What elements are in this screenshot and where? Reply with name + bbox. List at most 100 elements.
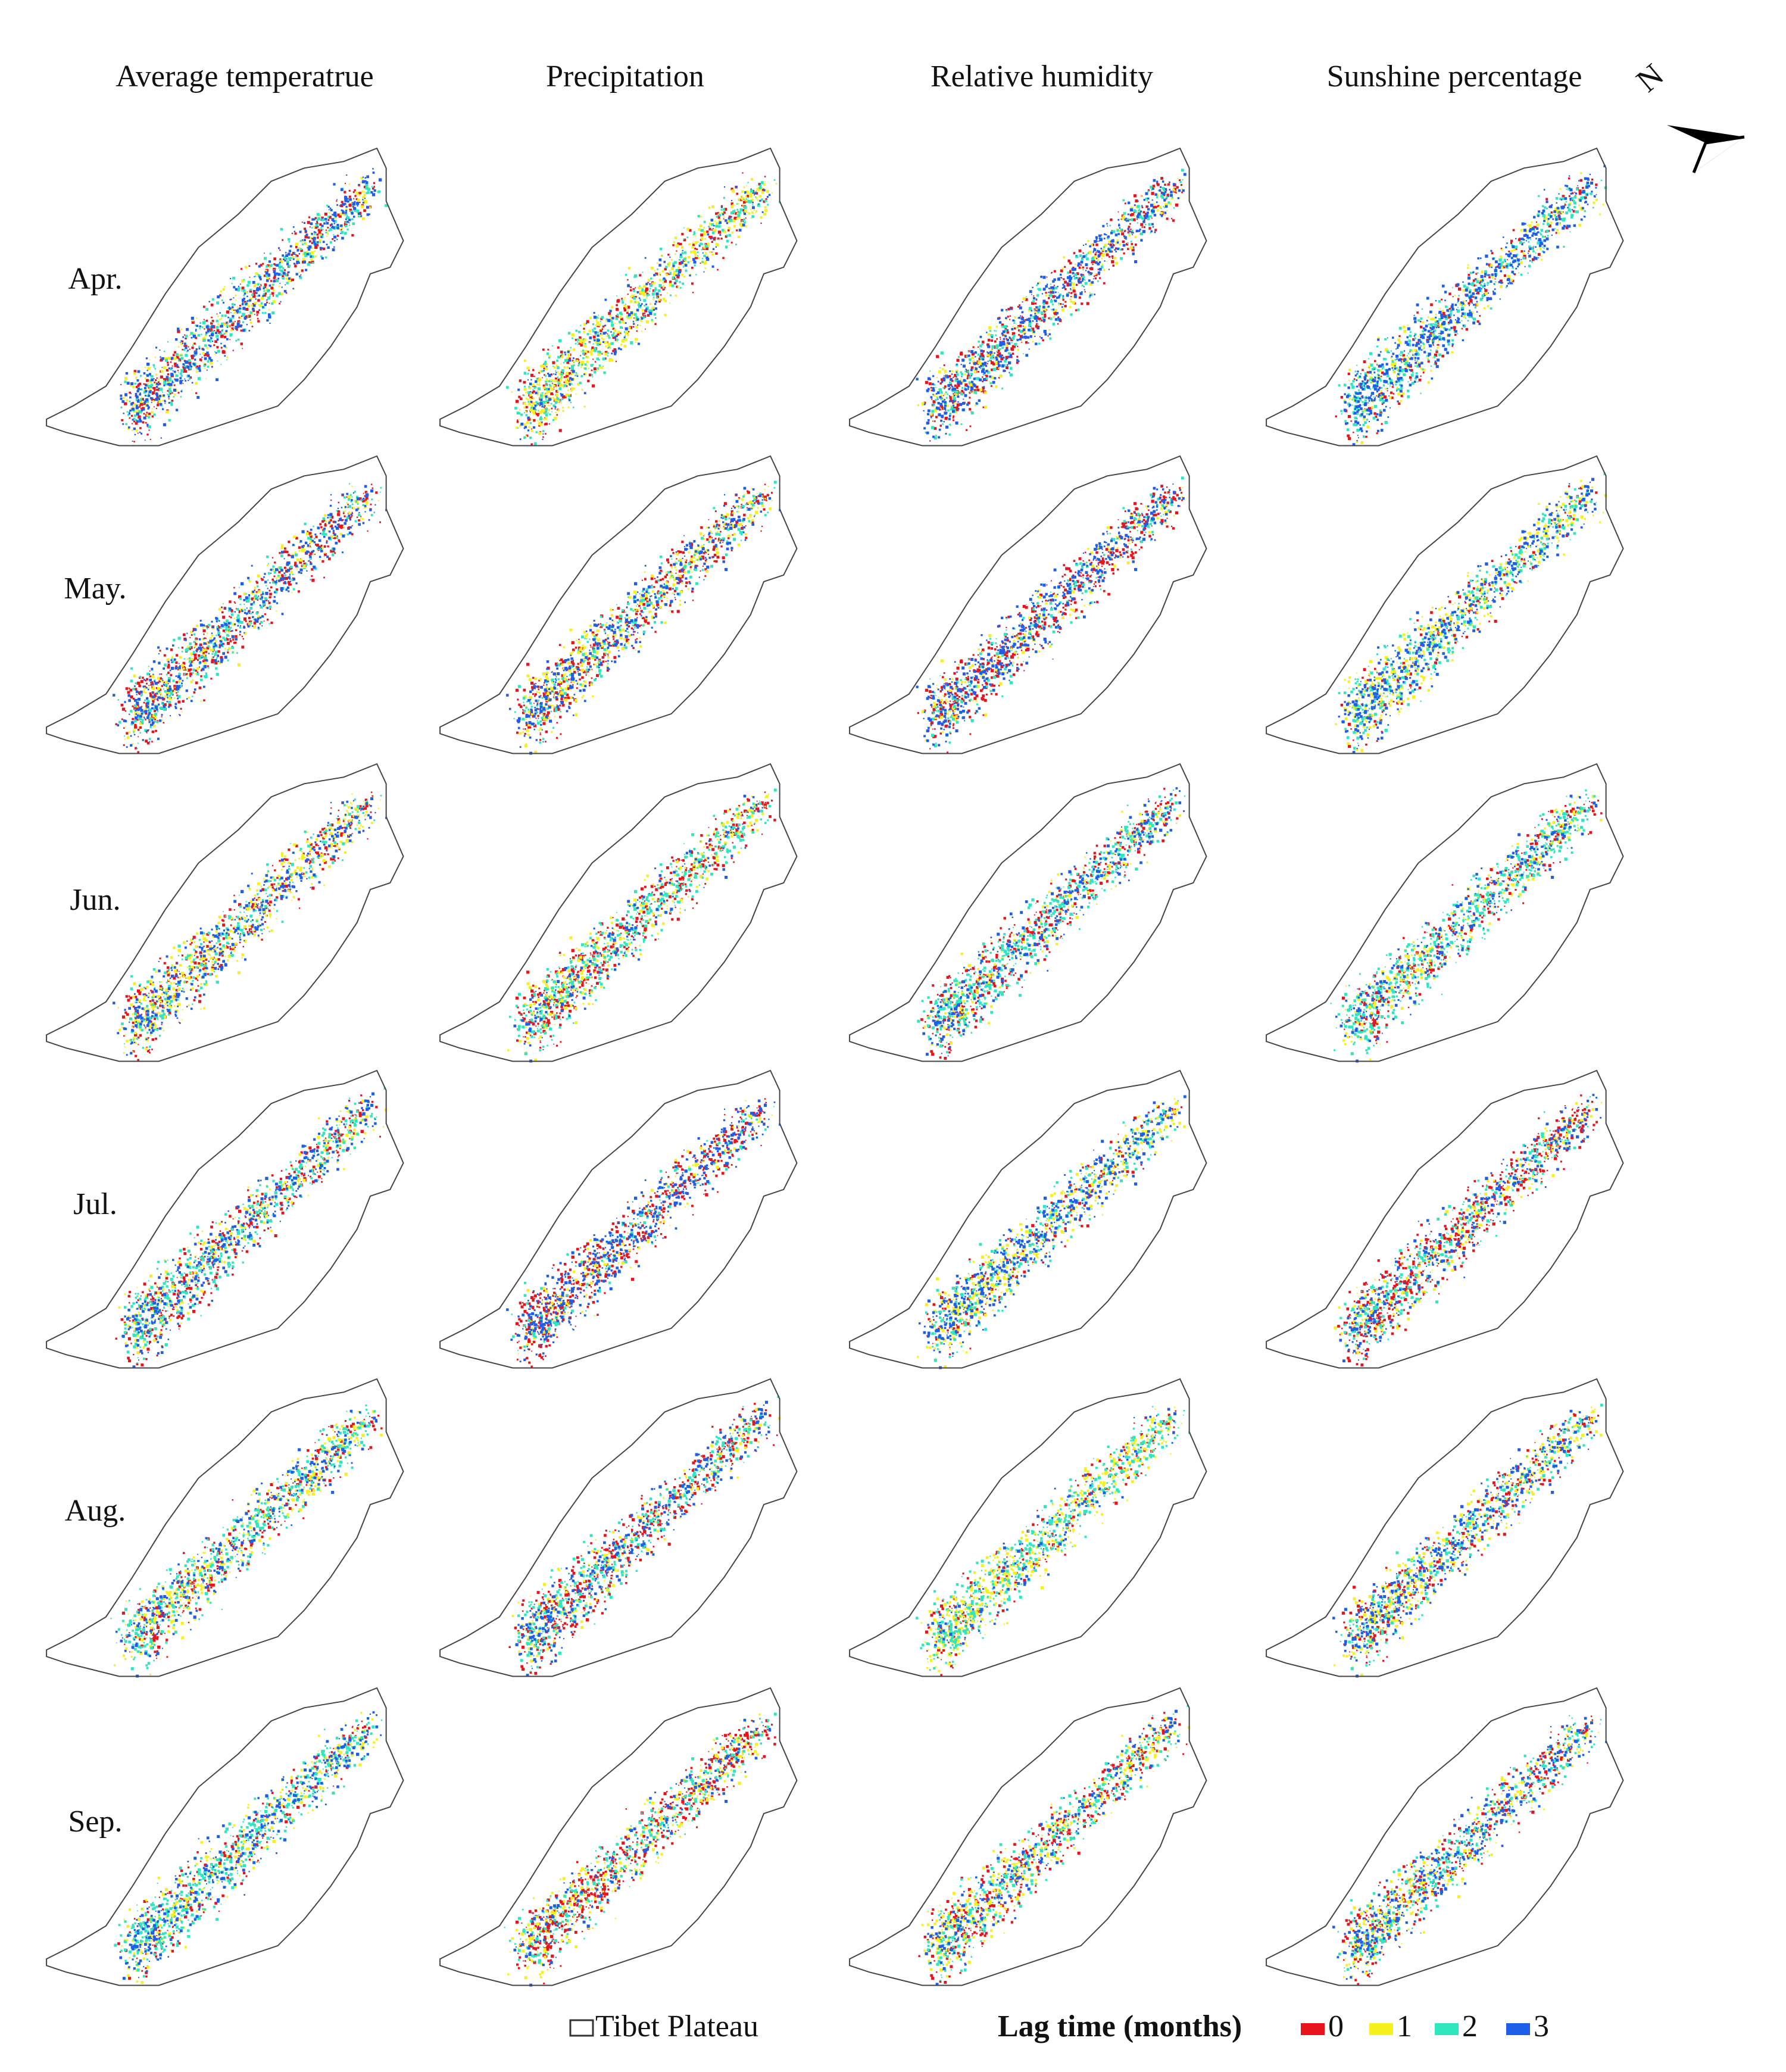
legend-swatch	[1301, 2023, 1325, 2035]
plateau-boundary	[46, 147, 404, 447]
lag-pixels	[925, 168, 1184, 440]
lag-pixels	[119, 1711, 382, 1980]
map-panel	[1266, 763, 1624, 1063]
row-label: Apr.	[68, 262, 123, 296]
plateau-boundary	[849, 1378, 1207, 1677]
lag-pixels	[122, 176, 371, 447]
map-panel	[849, 1687, 1207, 1986]
lag-pixels	[124, 485, 379, 745]
plateau-boundary	[849, 1069, 1207, 1369]
boundary-legend: Tibet Plateau	[595, 2009, 758, 2043]
map-panel	[1266, 147, 1624, 447]
row-label: Jun.	[70, 883, 120, 917]
plateau-boundary	[46, 1069, 404, 1369]
north-arrow: N	[1629, 57, 1745, 173]
boundary-swatch	[569, 2019, 594, 2037]
plateau-boundary	[439, 1378, 798, 1677]
lag-pixels	[121, 791, 374, 1062]
lag-pixels	[925, 1410, 1177, 1677]
lag-pixels	[1341, 1413, 1600, 1664]
legend-swatch	[1369, 2023, 1393, 2035]
map-panel	[46, 1378, 404, 1678]
lag-pixels	[1343, 172, 1604, 444]
lag-pixels	[1339, 1094, 1602, 1363]
lag-pixels	[507, 1713, 764, 1980]
plateau-boundary	[1266, 763, 1624, 1062]
row-label: Sep.	[68, 1805, 123, 1839]
plateau-boundary	[849, 763, 1207, 1062]
lag-pixels	[1340, 485, 1598, 748]
map-panel	[439, 147, 798, 447]
lag-pixels	[1340, 1403, 1603, 1671]
row-label: Jul.	[73, 1187, 117, 1221]
lag-pixels	[916, 173, 1186, 439]
lag-pixels	[917, 1098, 1186, 1368]
lag-pixels	[120, 182, 376, 442]
column-title: Sunshine percentage	[1327, 60, 1582, 93]
map-panel	[1266, 455, 1624, 754]
map-panel	[849, 147, 1207, 447]
plateau-boundary	[439, 1687, 798, 1986]
lag-pixels	[120, 180, 388, 429]
lag-pixels	[113, 797, 388, 1056]
plateau-boundary	[1266, 1687, 1624, 1986]
map-panel	[439, 1378, 798, 1677]
plateau-boundary	[1266, 147, 1624, 447]
map-panel	[46, 147, 404, 447]
lag-pixels	[920, 788, 1179, 1060]
lag-pixels	[115, 1094, 381, 1366]
plateau-boundary	[439, 147, 798, 447]
lag-pixels	[926, 1105, 1183, 1356]
lag-pixels	[918, 1712, 1188, 1984]
lag-pixels	[1341, 1721, 1599, 1978]
legend-swatch	[1435, 2023, 1459, 2035]
plateau-boundary	[849, 1687, 1207, 1986]
plateau-boundary	[1266, 455, 1624, 754]
lag-pixels	[517, 1396, 780, 1672]
lag-pixels	[917, 177, 1184, 427]
map-panel	[439, 1687, 798, 1987]
plateau-boundary	[849, 455, 1207, 754]
map-panel	[849, 455, 1207, 754]
plateau-boundary	[1266, 1069, 1624, 1369]
plateau-boundary	[849, 147, 1207, 447]
plateau-boundary	[439, 455, 798, 754]
lag-pixels	[506, 1099, 781, 1363]
plateau-boundary	[46, 1378, 404, 1677]
lag-pixels	[508, 1403, 778, 1675]
lag-pixels	[926, 1705, 1189, 1981]
legend-label: 3	[1534, 2009, 1549, 2043]
plateau-boundary	[1266, 1378, 1624, 1677]
north-label: N	[1629, 57, 1670, 99]
lag-pixels	[110, 1404, 376, 1671]
lag-pixels	[1342, 795, 1603, 1060]
map-panel	[46, 763, 404, 1062]
lag-pixels	[922, 787, 1185, 1057]
map-panel	[439, 455, 798, 755]
map-panel	[849, 1069, 1207, 1369]
plateau-boundary	[439, 763, 798, 1062]
row-label: May.	[64, 572, 127, 606]
lag-pixels	[511, 1106, 775, 1352]
lag-pixels	[507, 793, 769, 1062]
map-panel	[849, 763, 1207, 1062]
lag-pixels	[1341, 1715, 1594, 1986]
map-panel	[849, 1378, 1207, 1677]
lag-pixels	[121, 1087, 386, 1364]
column-title: Precipitation	[546, 60, 704, 93]
map-panel	[439, 763, 798, 1063]
lag-pixels	[1343, 165, 1606, 447]
plateau-boundary	[439, 1069, 798, 1369]
column-title: Average temperatrue	[115, 60, 374, 93]
legend-swatch	[1506, 2023, 1530, 2035]
column-title: Relative humidity	[931, 60, 1153, 93]
lag-pixels	[1332, 1409, 1598, 1678]
lag-pixels	[916, 1406, 1191, 1671]
map-panel	[1266, 1069, 1624, 1369]
map-panel	[46, 1687, 404, 1986]
plateau-boundary	[46, 455, 404, 754]
legend-label: 0	[1328, 2009, 1344, 2043]
lag-pixels	[1334, 1406, 1603, 1677]
map-panel	[1266, 1687, 1624, 1986]
